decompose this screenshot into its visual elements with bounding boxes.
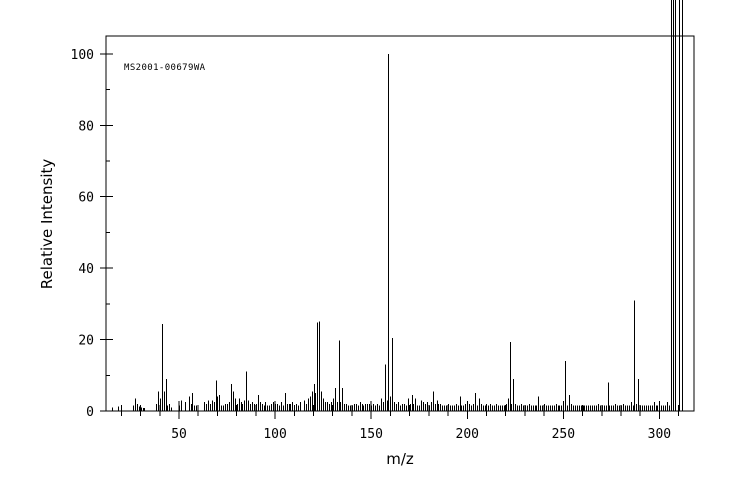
plot-frame (105, 35, 695, 412)
x-axis-title: m/z (386, 450, 414, 468)
x-tick-label: 250 (552, 427, 575, 442)
x-tick-label: 150 (359, 427, 382, 442)
sample-id-annotation: MS2001-00679WA (124, 63, 206, 73)
y-tick-label: 60 (78, 191, 94, 206)
y-tick-label: 20 (78, 334, 94, 349)
x-axis-tick-labels: 50 100 150 200 250 300 (171, 427, 671, 442)
y-tick-label: 0 (86, 405, 94, 420)
x-tick-label: 200 (456, 427, 479, 442)
y-tick-label: 100 (71, 48, 94, 63)
spectrum-peaks (112, 0, 683, 411)
x-tick-label: 100 (263, 427, 286, 442)
x-tick-label: 50 (171, 427, 187, 442)
y-axis-title: Relative Intensity (38, 159, 56, 290)
y-axis-tick-labels: 0 20 40 60 80 100 (71, 48, 106, 420)
y-tick-label: 80 (78, 119, 94, 134)
y-axis-ticks (106, 53, 113, 412)
x-tick-label: 300 (648, 427, 671, 442)
y-tick-label: 40 (78, 262, 94, 277)
